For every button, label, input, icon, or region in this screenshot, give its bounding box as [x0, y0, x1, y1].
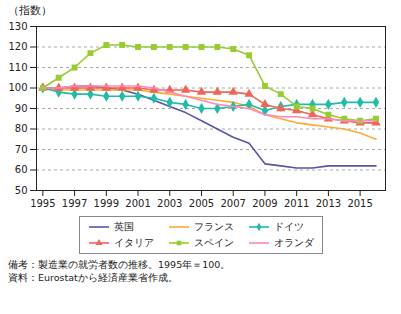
svg-text:130: 130: [8, 21, 27, 32]
html-text:（指数）: （指数）: [8, 4, 52, 17]
svg-text:1997: 1997: [62, 198, 87, 209]
html-text:ドイツ: ドイツ: [273, 221, 304, 232]
html-text:オランダ: オランダ: [273, 237, 314, 248]
svg-text:1995: 1995: [30, 198, 55, 209]
svg-text:2015: 2015: [347, 198, 372, 209]
svg-text:70: 70: [15, 144, 28, 155]
svg-text:2005: 2005: [189, 198, 214, 209]
html-text:スペイン: スペイン: [193, 237, 234, 248]
html-text:イタリア: イタリア: [113, 237, 154, 248]
html-text:資料：Eurostatから経済産業省作成。: 資料：Eurostatから経済産業省作成。: [8, 272, 178, 283]
html-text:フランス: フランス: [193, 221, 234, 232]
html-text:備考：製造業の就労者数の推移。1995年＝100。: 備考：製造業の就労者数の推移。1995年＝100。: [8, 259, 231, 270]
svg-text:80: 80: [15, 123, 28, 134]
svg-text:2007: 2007: [220, 198, 245, 209]
svg-text:90: 90: [15, 103, 28, 114]
svg-text:2011: 2011: [284, 198, 309, 209]
svg-text:100: 100: [8, 82, 27, 93]
svg-text:2013: 2013: [316, 198, 341, 209]
svg-text:2003: 2003: [157, 198, 182, 209]
svg-text:2009: 2009: [252, 198, 277, 209]
svg-text:120: 120: [8, 41, 27, 52]
svg-text:60: 60: [15, 164, 28, 175]
svg-text:2001: 2001: [125, 198, 150, 209]
html-text:英国: 英国: [113, 221, 134, 232]
svg-text:1999: 1999: [94, 198, 119, 209]
svg-text:110: 110: [8, 62, 27, 73]
svg-text:50: 50: [15, 185, 28, 196]
